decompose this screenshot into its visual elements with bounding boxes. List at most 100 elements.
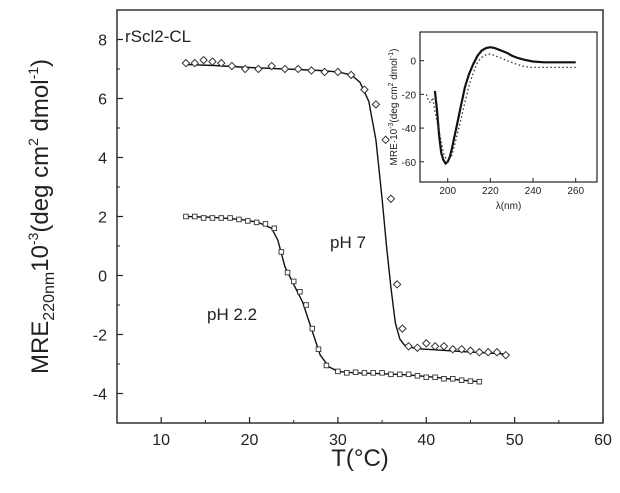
data-point-ph22 xyxy=(200,215,207,221)
y-axis-label-units-tail: dmol xyxy=(27,79,54,138)
main-series-group xyxy=(181,55,511,385)
data-point-ph22 xyxy=(405,371,412,378)
data-point-ph22 xyxy=(218,215,225,221)
data-point-ph22 xyxy=(388,371,394,378)
data-point-ph7 xyxy=(199,55,208,65)
data-point-ph7 xyxy=(398,324,407,333)
data-point-ph7 xyxy=(280,64,290,74)
data-point-ph7 xyxy=(457,344,466,354)
data-point-ph22 xyxy=(441,376,447,382)
data-point-ph7 xyxy=(190,58,200,68)
y-tick-label: 2 xyxy=(98,210,107,227)
data-point-ph22 xyxy=(458,377,465,383)
y-tick-label: 0 xyxy=(98,269,107,286)
y-tick-label: 8 xyxy=(98,33,107,50)
inset-y-label-main: MRE·10 xyxy=(389,128,400,165)
data-point-ph22 xyxy=(335,368,341,375)
inset-x-tick-label: 260 xyxy=(567,186,584,197)
data-point-ph22 xyxy=(227,215,233,221)
x-tick-label: 10 xyxy=(152,432,170,449)
inset-series-group xyxy=(425,46,576,166)
data-point-ph22 xyxy=(397,371,403,378)
data-point-ph22 xyxy=(309,325,316,332)
data-point-ph22 xyxy=(423,374,430,381)
data-point-ph22 xyxy=(297,288,303,295)
inset-y-tick-label: -20 xyxy=(402,90,417,101)
data-point-ph7 xyxy=(267,61,276,71)
y-axis-label-mid: 10 xyxy=(27,245,54,272)
inset-y-tick-label: -40 xyxy=(402,124,417,135)
data-point-ph7 xyxy=(501,350,511,360)
x-tick-label: 30 xyxy=(329,432,347,449)
inset-y-label-rest2: dmol xyxy=(389,58,400,82)
data-point-ph22 xyxy=(303,302,309,308)
data-point-ph22 xyxy=(450,376,456,382)
data-point-ph7 xyxy=(474,347,484,357)
data-point-ph22 xyxy=(432,374,438,381)
inset-x-axis-label: λ(nm) xyxy=(496,201,522,212)
data-point-ph22 xyxy=(323,362,330,369)
sample-label: rScl2-CL xyxy=(125,27,191,46)
y-axis-label-units-exp: 2 xyxy=(25,138,41,146)
data-point-ph7 xyxy=(333,67,343,77)
data-point-ph7 xyxy=(320,67,329,77)
inset-spectrum-dotted xyxy=(425,53,576,164)
data-point-ph7 xyxy=(421,339,431,348)
inset-plot: 200 220 240 260 0 -20 -40 -60 λ(nm) MRE·10-3(de… xyxy=(388,31,598,212)
x-tick-label: 20 xyxy=(241,432,259,449)
x-tick-label: 40 xyxy=(417,432,435,449)
data-point-ph7 xyxy=(360,85,369,94)
inset-y-tick-label: 0 xyxy=(410,57,416,68)
y-axis-label-units-exp2: -1 xyxy=(25,67,41,80)
data-point-ph7 xyxy=(346,70,356,80)
data-point-ph22 xyxy=(236,216,242,223)
y-tick-label: -2 xyxy=(93,328,107,345)
data-point-ph7 xyxy=(392,280,402,289)
data-point-ph7 xyxy=(240,64,250,74)
data-point-ph7 xyxy=(466,346,475,356)
y-axis-label-sub: 220nm xyxy=(41,272,58,321)
y-axis-label-units: (deg cm xyxy=(27,146,54,233)
fit-line-ph7 xyxy=(185,63,506,355)
inset-x-tick-label: 240 xyxy=(525,186,542,197)
data-point-ph7 xyxy=(381,135,390,145)
data-point-ph7 xyxy=(386,194,396,204)
data-point-ph22 xyxy=(192,213,198,220)
inset-axis-ticks: 200 220 240 260 0 -20 -40 -60 xyxy=(402,57,585,197)
data-point-ph7 xyxy=(181,58,191,68)
data-point-ph7 xyxy=(404,341,413,351)
inset-y-axis-label: MRE·10-3(deg cm2 dmol-1) xyxy=(388,49,400,166)
data-point-ph22 xyxy=(271,225,278,232)
data-point-ph7 xyxy=(492,347,502,357)
data-point-ph7 xyxy=(430,341,440,351)
y-axis-label-close: ) xyxy=(27,59,54,67)
data-point-ph7 xyxy=(413,343,422,353)
data-point-ph7 xyxy=(254,64,263,74)
inset-x-tick-label: 200 xyxy=(439,186,456,197)
data-point-ph22 xyxy=(262,221,269,227)
data-point-ph22 xyxy=(245,218,251,224)
data-point-ph22 xyxy=(379,370,385,376)
inset-y-label-rest: (deg cm xyxy=(389,86,400,122)
data-point-ph7 xyxy=(307,66,316,75)
data-point-ph7 xyxy=(439,341,449,351)
data-point-ph22 xyxy=(414,373,421,379)
data-point-ph22 xyxy=(361,370,368,376)
y-tick-label: 6 xyxy=(98,92,107,109)
data-point-ph7 xyxy=(448,344,458,354)
inset-spectrum-solid xyxy=(433,46,576,166)
data-point-ph22 xyxy=(209,215,216,221)
data-point-ph22 xyxy=(183,213,189,220)
data-point-ph22 xyxy=(476,378,483,385)
x-axis-label: T(°C) xyxy=(331,445,389,472)
data-point-ph22 xyxy=(343,370,350,376)
data-point-ph7 xyxy=(208,57,217,66)
inset-y-tick-label: -60 xyxy=(402,158,417,169)
data-point-ph22 xyxy=(370,370,377,376)
x-tick-label: 60 xyxy=(594,432,612,449)
data-point-ph7 xyxy=(227,61,237,71)
y-axis-label: MRE220nm10-3(deg cm2 dmol-1) xyxy=(25,59,58,374)
